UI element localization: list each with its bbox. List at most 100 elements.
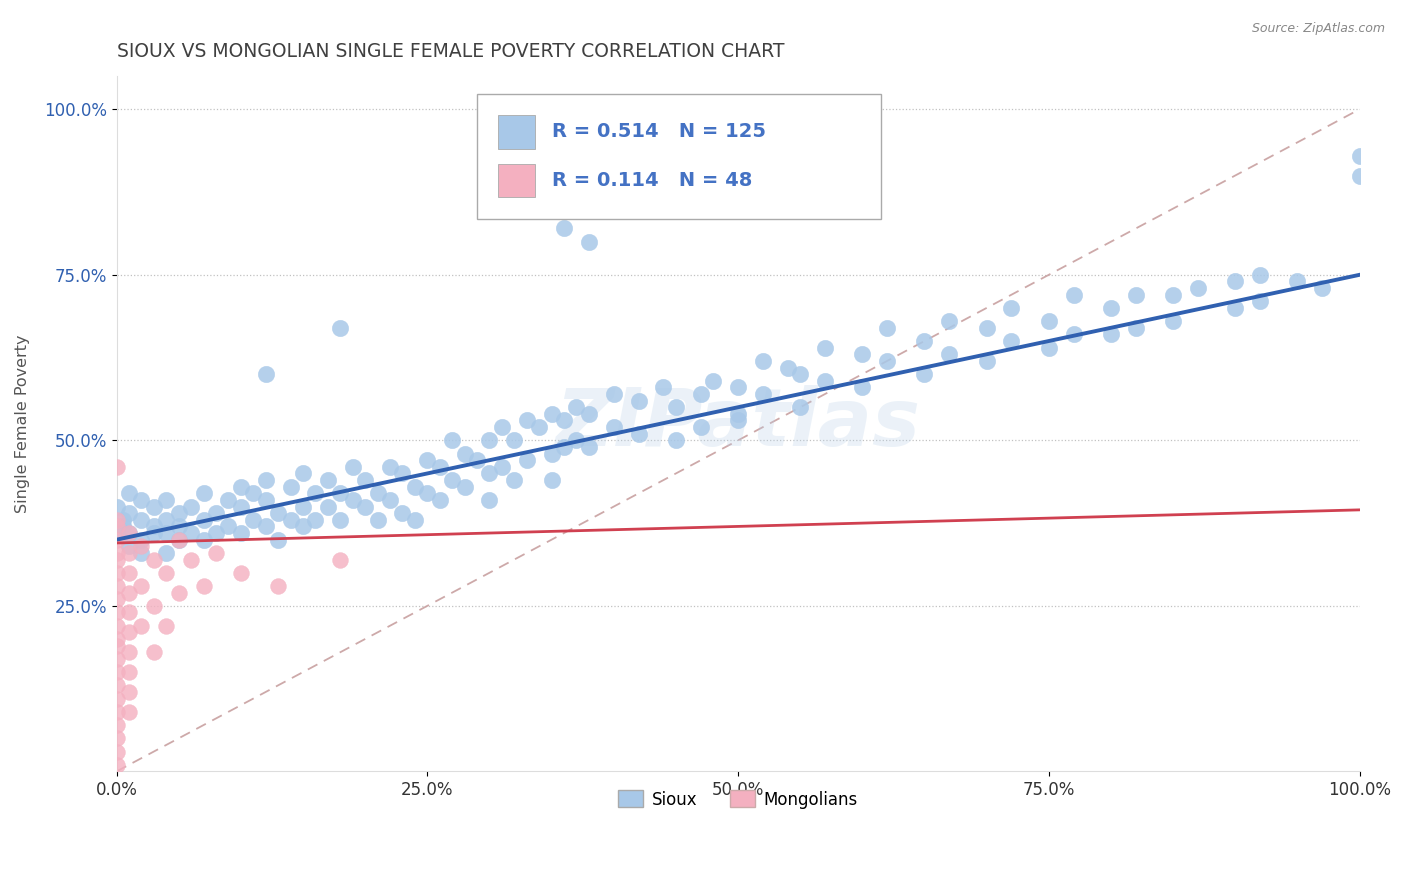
Point — [118, 526, 141, 541]
Point — [404, 513, 426, 527]
Point — [142, 552, 165, 566]
Point — [118, 606, 141, 620]
Point — [578, 440, 600, 454]
Point — [118, 665, 141, 679]
Point — [304, 513, 326, 527]
Point — [118, 625, 141, 640]
Point — [292, 467, 315, 481]
Point — [105, 579, 128, 593]
Point — [1249, 294, 1271, 309]
Point — [105, 678, 128, 692]
Point — [254, 492, 277, 507]
Point — [665, 434, 688, 448]
Point — [105, 513, 128, 527]
Point — [478, 492, 501, 507]
Point — [105, 526, 128, 541]
Point — [193, 579, 215, 593]
Point — [118, 645, 141, 659]
Point — [976, 354, 998, 368]
Point — [503, 434, 526, 448]
Point — [118, 705, 141, 719]
Point — [441, 434, 464, 448]
Point — [478, 434, 501, 448]
Point — [342, 459, 364, 474]
Point — [627, 426, 650, 441]
Point — [702, 374, 724, 388]
Point — [118, 506, 141, 520]
Point — [292, 519, 315, 533]
Point — [1161, 314, 1184, 328]
Point — [155, 618, 177, 632]
Point — [329, 552, 352, 566]
Point — [527, 420, 550, 434]
Point — [1348, 169, 1371, 183]
Point — [267, 533, 290, 547]
Point — [429, 492, 451, 507]
Point — [329, 486, 352, 500]
Point — [354, 473, 377, 487]
Point — [105, 731, 128, 746]
Point — [105, 639, 128, 653]
Point — [540, 473, 562, 487]
Point — [118, 546, 141, 560]
Point — [814, 341, 837, 355]
Point — [316, 500, 339, 514]
Point — [105, 592, 128, 607]
Point — [229, 480, 252, 494]
Point — [1225, 275, 1247, 289]
Point — [553, 440, 575, 454]
Point — [540, 447, 562, 461]
Point — [727, 413, 749, 427]
Point — [280, 513, 302, 527]
Point — [565, 434, 588, 448]
Point — [242, 486, 264, 500]
Point — [727, 407, 749, 421]
Point — [416, 453, 439, 467]
Point — [1038, 341, 1060, 355]
Point — [292, 500, 315, 514]
Point — [876, 320, 898, 334]
Point — [789, 401, 811, 415]
Point — [105, 459, 128, 474]
Point — [118, 585, 141, 599]
Point — [167, 506, 190, 520]
Point — [578, 407, 600, 421]
Point — [131, 539, 153, 553]
Point — [491, 459, 513, 474]
Point — [404, 480, 426, 494]
Point — [453, 480, 475, 494]
Point — [553, 221, 575, 235]
Point — [118, 539, 141, 553]
Point — [1161, 287, 1184, 301]
Point — [316, 473, 339, 487]
Point — [155, 492, 177, 507]
Point — [105, 519, 128, 533]
Point — [465, 453, 488, 467]
Point — [416, 486, 439, 500]
Point — [752, 387, 775, 401]
Text: R = 0.514   N = 125: R = 0.514 N = 125 — [551, 122, 766, 141]
Point — [976, 320, 998, 334]
Point — [540, 407, 562, 421]
Point — [193, 533, 215, 547]
Point — [155, 513, 177, 527]
Point — [1225, 301, 1247, 315]
Point — [329, 513, 352, 527]
Point — [105, 745, 128, 759]
Point — [354, 500, 377, 514]
Point — [229, 526, 252, 541]
Point — [1038, 314, 1060, 328]
Point — [118, 526, 141, 541]
Point — [1063, 287, 1085, 301]
Point — [1125, 320, 1147, 334]
Point — [142, 500, 165, 514]
Point — [478, 467, 501, 481]
FancyBboxPatch shape — [477, 94, 882, 219]
Point — [205, 546, 228, 560]
Point — [876, 354, 898, 368]
Point — [689, 420, 711, 434]
Point — [914, 367, 936, 381]
Point — [391, 506, 413, 520]
Point — [367, 513, 389, 527]
Point — [155, 566, 177, 580]
